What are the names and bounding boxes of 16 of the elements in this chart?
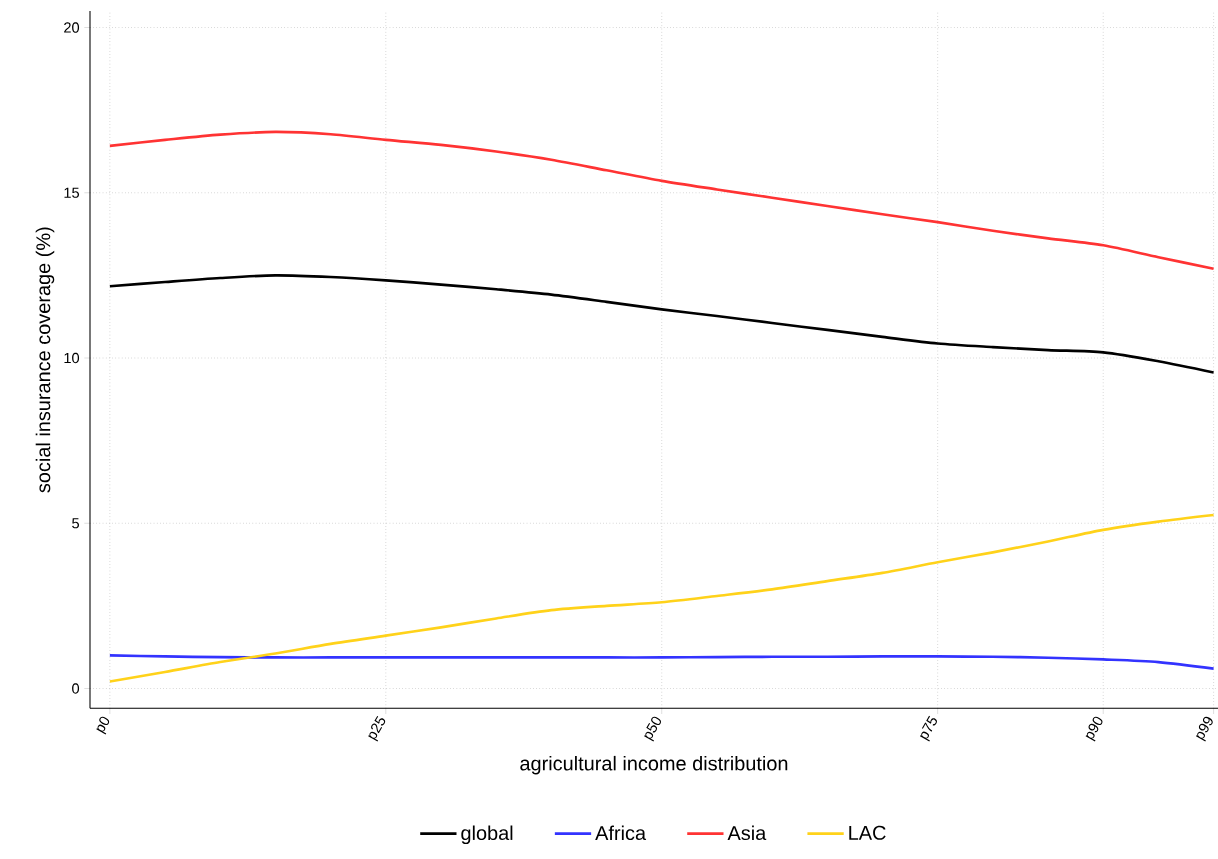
line-series: [108, 654, 1215, 670]
y-tick-label: 15: [64, 187, 80, 198]
y-tick-label: 20: [64, 22, 80, 33]
y-axis-title: social insurance coverage (%): [35, 227, 55, 493]
legend-label: Africa: [595, 825, 647, 841]
y-tick-label: 10: [64, 352, 80, 364]
y-tick-label: 0: [72, 683, 80, 694]
y-tick-label: 5: [72, 518, 80, 529]
line-series: [108, 513, 1215, 683]
legend-label: Asia: [727, 825, 767, 841]
x-axis-title: agricultural income distribution: [520, 755, 788, 775]
x-tick-label: p0: [96, 716, 110, 735]
legend-label: global: [461, 825, 513, 845]
line-series: [108, 274, 1215, 374]
line-series: [108, 130, 1215, 271]
legend-label: LAC: [849, 825, 886, 840]
